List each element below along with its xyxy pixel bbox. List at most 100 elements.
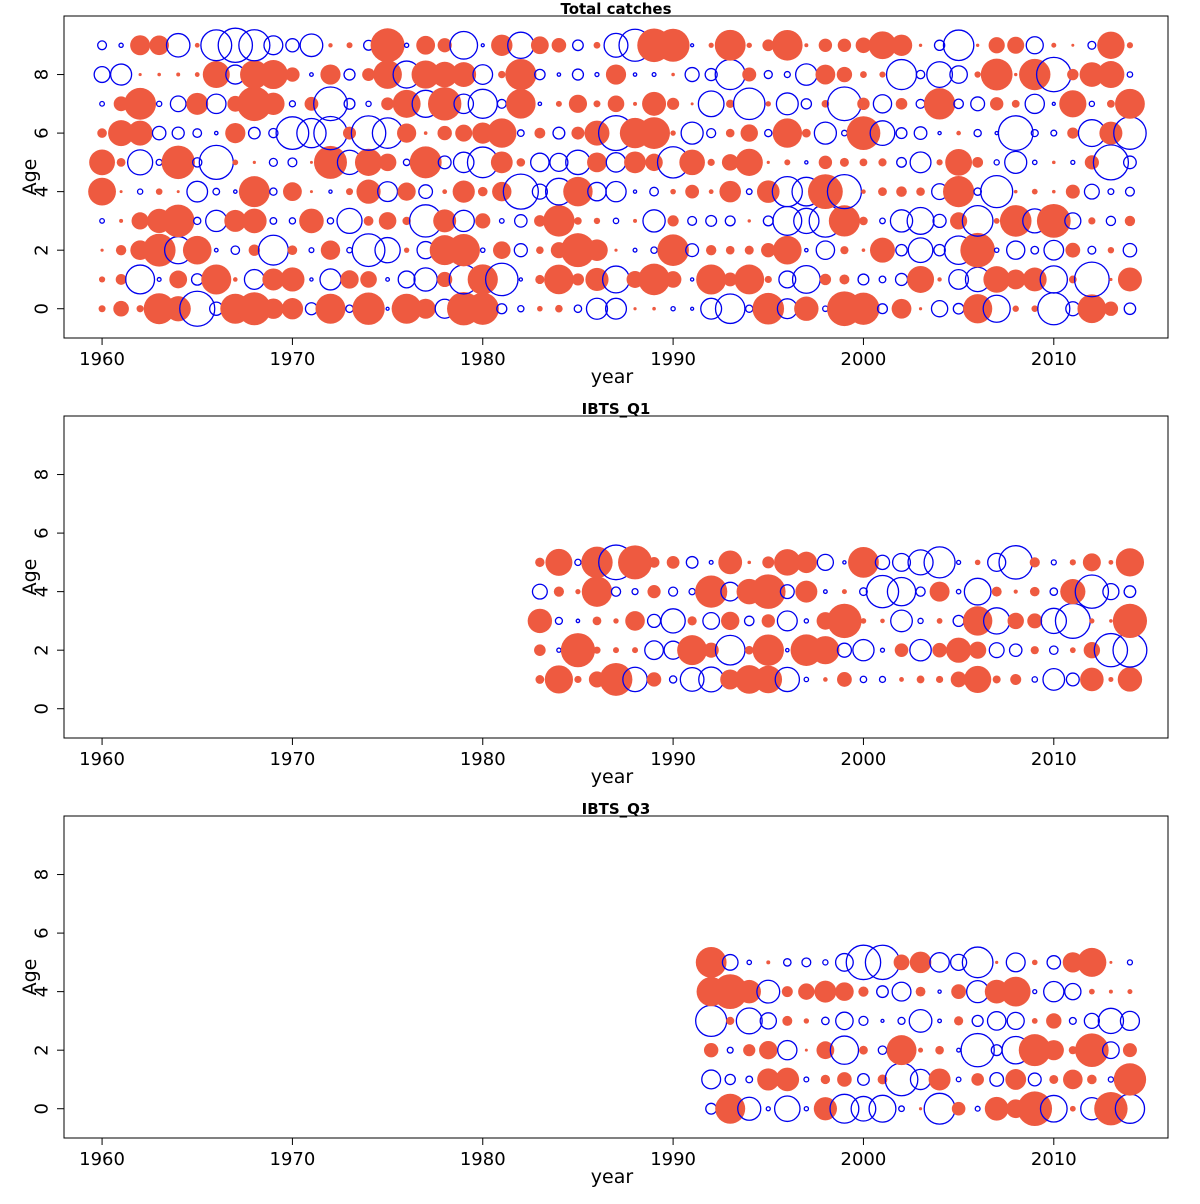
bubble-negative — [822, 959, 829, 966]
bubble-positive — [202, 61, 230, 89]
bubble-negative — [217, 27, 254, 64]
bubble-negative — [452, 151, 475, 174]
bubble-positive — [1067, 127, 1079, 139]
bubble-positive — [695, 946, 727, 978]
bubble-positive — [1094, 1092, 1128, 1126]
bubble-positive — [544, 665, 573, 694]
bubble-negative — [670, 305, 676, 312]
bubble-negative — [171, 126, 185, 140]
bubble-negative — [1105, 215, 1117, 227]
bubble-negative — [952, 302, 965, 315]
bubble-negative — [697, 90, 725, 118]
bubble-negative — [840, 129, 848, 137]
bubble-positive — [670, 188, 676, 195]
bubble-positive — [287, 245, 298, 255]
bubble-positive — [381, 97, 394, 111]
bubble-negative — [537, 101, 543, 107]
bubble-positive — [670, 130, 676, 136]
bubble-positive — [999, 205, 1032, 237]
x-axis-label: year — [591, 1166, 634, 1188]
bubble-positive — [1080, 667, 1104, 692]
bubble-negative — [99, 100, 106, 107]
bubble-positive — [861, 189, 866, 194]
bubble-positive — [571, 273, 585, 286]
bubble-positive — [1036, 204, 1071, 238]
bubble-positive — [907, 265, 935, 293]
bubble-positive — [281, 298, 304, 320]
bubble-negative — [269, 216, 278, 225]
bubble-positive — [1005, 1069, 1027, 1090]
bubble-positive — [774, 549, 801, 576]
bubble-positive — [472, 122, 494, 144]
bubble-negative — [737, 1096, 762, 1121]
y-tick-label: 2 — [32, 644, 53, 655]
bubble-negative — [336, 207, 363, 235]
bubble-negative — [894, 272, 909, 287]
bubble-negative — [721, 953, 739, 971]
bubble-negative — [948, 269, 970, 290]
bubble-negative — [1031, 676, 1039, 683]
bubble-positive — [1113, 1063, 1147, 1096]
bubble-positive — [705, 244, 717, 256]
x-tick-label: 2000 — [841, 349, 887, 370]
bubble-positive — [989, 97, 1004, 111]
bubble-negative — [775, 92, 799, 116]
bubble-negative — [1097, 1007, 1125, 1035]
bubble-negative — [800, 98, 813, 110]
bubble-positive — [1065, 184, 1080, 199]
bubble-negative — [151, 125, 167, 141]
bubble-positive — [950, 671, 967, 688]
bubble-negative — [1122, 242, 1138, 258]
bubble-positive — [772, 118, 803, 148]
bubble-negative — [1030, 245, 1040, 255]
bubble-positive — [427, 87, 462, 121]
bubble-positive — [165, 296, 191, 322]
bubble-positive — [131, 212, 149, 230]
bubble-positive — [828, 205, 861, 237]
bubble-negative — [803, 618, 810, 624]
bubble-negative — [192, 216, 202, 226]
bubble-positive — [1051, 42, 1057, 48]
bubble-positive — [1059, 90, 1087, 118]
bubble-positive — [811, 636, 840, 665]
bubble-negative — [126, 149, 154, 176]
bubble-negative — [705, 214, 718, 227]
bubble-negative — [1008, 643, 1023, 658]
bubble-positive — [807, 174, 843, 210]
bubble-negative — [791, 265, 821, 294]
bubble-positive — [587, 152, 607, 173]
bubble-negative — [896, 156, 907, 168]
bubble-positive — [804, 1048, 808, 1052]
bubble-positive — [818, 38, 833, 52]
bubble-positive — [182, 235, 212, 265]
bubble-negative — [179, 290, 216, 327]
bubble-positive — [813, 1097, 837, 1121]
bubble-positive — [362, 68, 375, 81]
bubble-negative — [961, 204, 994, 237]
bubble-positive — [262, 268, 285, 291]
bubble-positive — [740, 124, 758, 142]
bubble-positive — [712, 974, 748, 1010]
bubble-positive — [304, 96, 319, 111]
bubble-positive — [232, 159, 239, 166]
bubble-negative — [743, 615, 755, 627]
bubble-negative — [829, 1035, 860, 1065]
bubble-positive — [1088, 988, 1095, 995]
bubble-positive — [869, 237, 895, 263]
bubble-negative — [319, 268, 342, 291]
bubble-positive — [754, 665, 783, 694]
bubble-positive — [956, 130, 961, 136]
bubble-positive — [1106, 99, 1115, 108]
bubble-negative — [909, 638, 932, 662]
bubble-positive — [161, 145, 195, 180]
bubble-negative — [955, 559, 962, 566]
bubble-positive — [607, 95, 625, 113]
bubble-positive — [592, 616, 602, 626]
bubble-positive — [975, 43, 980, 47]
bubble-positive — [149, 35, 169, 56]
bubble-positive — [972, 156, 984, 168]
bubble-negative — [989, 1072, 1005, 1087]
bubble-negative — [230, 245, 241, 256]
bubble-positive — [969, 641, 987, 659]
bubble-positive — [143, 293, 175, 325]
